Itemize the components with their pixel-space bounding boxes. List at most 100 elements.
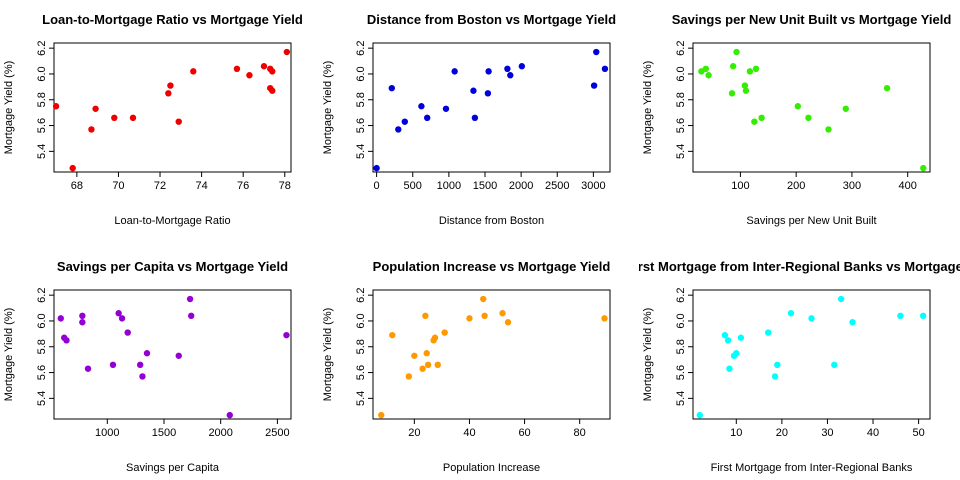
x-tick-label: 100 [731,180,749,192]
data-point [167,82,174,89]
data-point [395,126,402,133]
data-point [504,319,512,326]
y-tick-label: 6.0 [36,66,48,81]
data-point [484,90,492,97]
data-point [57,315,65,322]
data-point [787,310,795,317]
data-point [702,65,710,73]
data-point [746,68,754,75]
y-tick-label: 6.2 [355,41,367,56]
y-tick-label: 5.8 [675,92,687,107]
data-point [226,411,233,419]
x-axis-label: Loan-to-Mortgage Ratio [114,215,230,227]
x-tick-label: 1000 [95,427,119,439]
data-point [751,118,758,125]
x-tick-label: 400 [899,180,917,192]
data-point [729,63,737,70]
data-point [422,312,429,319]
data-point [124,329,131,336]
x-tick-label: 300 [843,180,861,192]
data-point [733,350,740,357]
x-tick-label: 80 [574,427,586,439]
y-tick-label: 5.8 [36,339,48,354]
x-tick-label: 72 [154,180,166,192]
data-point [696,411,704,419]
data-point [442,105,450,112]
x-tick-label: 40 [867,427,879,439]
data-point [897,312,904,319]
y-tick-label: 5.8 [355,92,367,107]
chart-title: Loan-to-Mortgage Ratio vs Mortgage Yield [42,12,303,27]
data-point [401,118,408,125]
y-tick-label: 5.4 [675,391,687,406]
data-point [423,350,430,357]
x-tick-label: 60 [518,427,530,439]
data-point [837,295,845,303]
data-point [842,105,849,112]
y-tick-label: 5.6 [675,365,687,380]
y-tick-label: 5.4 [36,391,48,406]
x-tick-label: 2500 [545,180,569,192]
data-point [752,65,760,73]
data-point [378,411,385,419]
x-tick-label: 3000 [581,180,605,192]
y-tick-label: 5.6 [675,118,687,133]
data-point [601,315,608,322]
data-point [190,68,197,75]
data-point [920,164,927,172]
y-tick-label: 5.4 [355,391,367,406]
data-point [728,90,736,97]
data-point [733,48,740,56]
chart-panel-3: Savings per New Unit Built vs Mortgage Y… [642,12,951,227]
y-tick-label: 5.4 [36,144,48,159]
data-point [424,361,432,369]
data-point [825,126,832,133]
x-tick-label: 76 [237,180,249,192]
x-tick-label: 2000 [509,180,533,192]
data-point [758,114,765,122]
x-tick-label: 200 [787,180,805,192]
data-point [188,312,195,319]
data-point [283,331,290,339]
data-point [405,373,413,380]
x-tick-label: 78 [279,180,291,192]
data-point [434,361,441,369]
y-axis-label: Mortgage Yield (%) [642,308,654,402]
y-tick-label: 6.2 [36,41,48,56]
data-point [499,310,506,317]
x-axis-label: Population Increase [443,462,540,474]
data-point [175,118,182,125]
chart-panel-2: Distance from Boston vs Mortgage Yield 0 5… [322,12,616,227]
data-point [441,329,448,336]
y-tick-label: 5.4 [675,144,687,159]
data-point [52,103,60,110]
data-point [883,84,891,92]
plot-frame [53,289,292,420]
chart-panel-6: First Mortgage from Inter-Regional Banks… [639,259,960,474]
data-point [79,312,86,319]
data-point [849,319,856,326]
y-tick-label: 6.2 [36,288,48,303]
chart-title: Population Increase vs Mortgage Yield [373,259,611,274]
x-tick-label: 20 [408,427,420,439]
data-point [186,295,194,303]
data-point [765,329,772,336]
y-tick-label: 5.8 [675,339,687,354]
y-tick-label: 6.2 [355,288,367,303]
plot-frame [692,289,931,420]
y-tick-label: 5.6 [36,118,48,133]
y-tick-label: 5.8 [36,92,48,107]
data-point [794,103,802,110]
x-tick-label: 20 [776,427,788,439]
x-tick-label: 70 [112,180,124,192]
x-tick-label: 40 [463,427,475,439]
data-point [726,365,733,372]
x-tick-label: 2500 [265,427,289,439]
x-axis-label: Distance from Boston [439,215,544,227]
data-point [805,114,812,122]
y-tick-label: 6.2 [675,41,687,56]
x-axis-label: Savings per Capita [126,462,220,474]
y-tick-label: 6.0 [36,313,48,328]
data-point [115,310,122,317]
